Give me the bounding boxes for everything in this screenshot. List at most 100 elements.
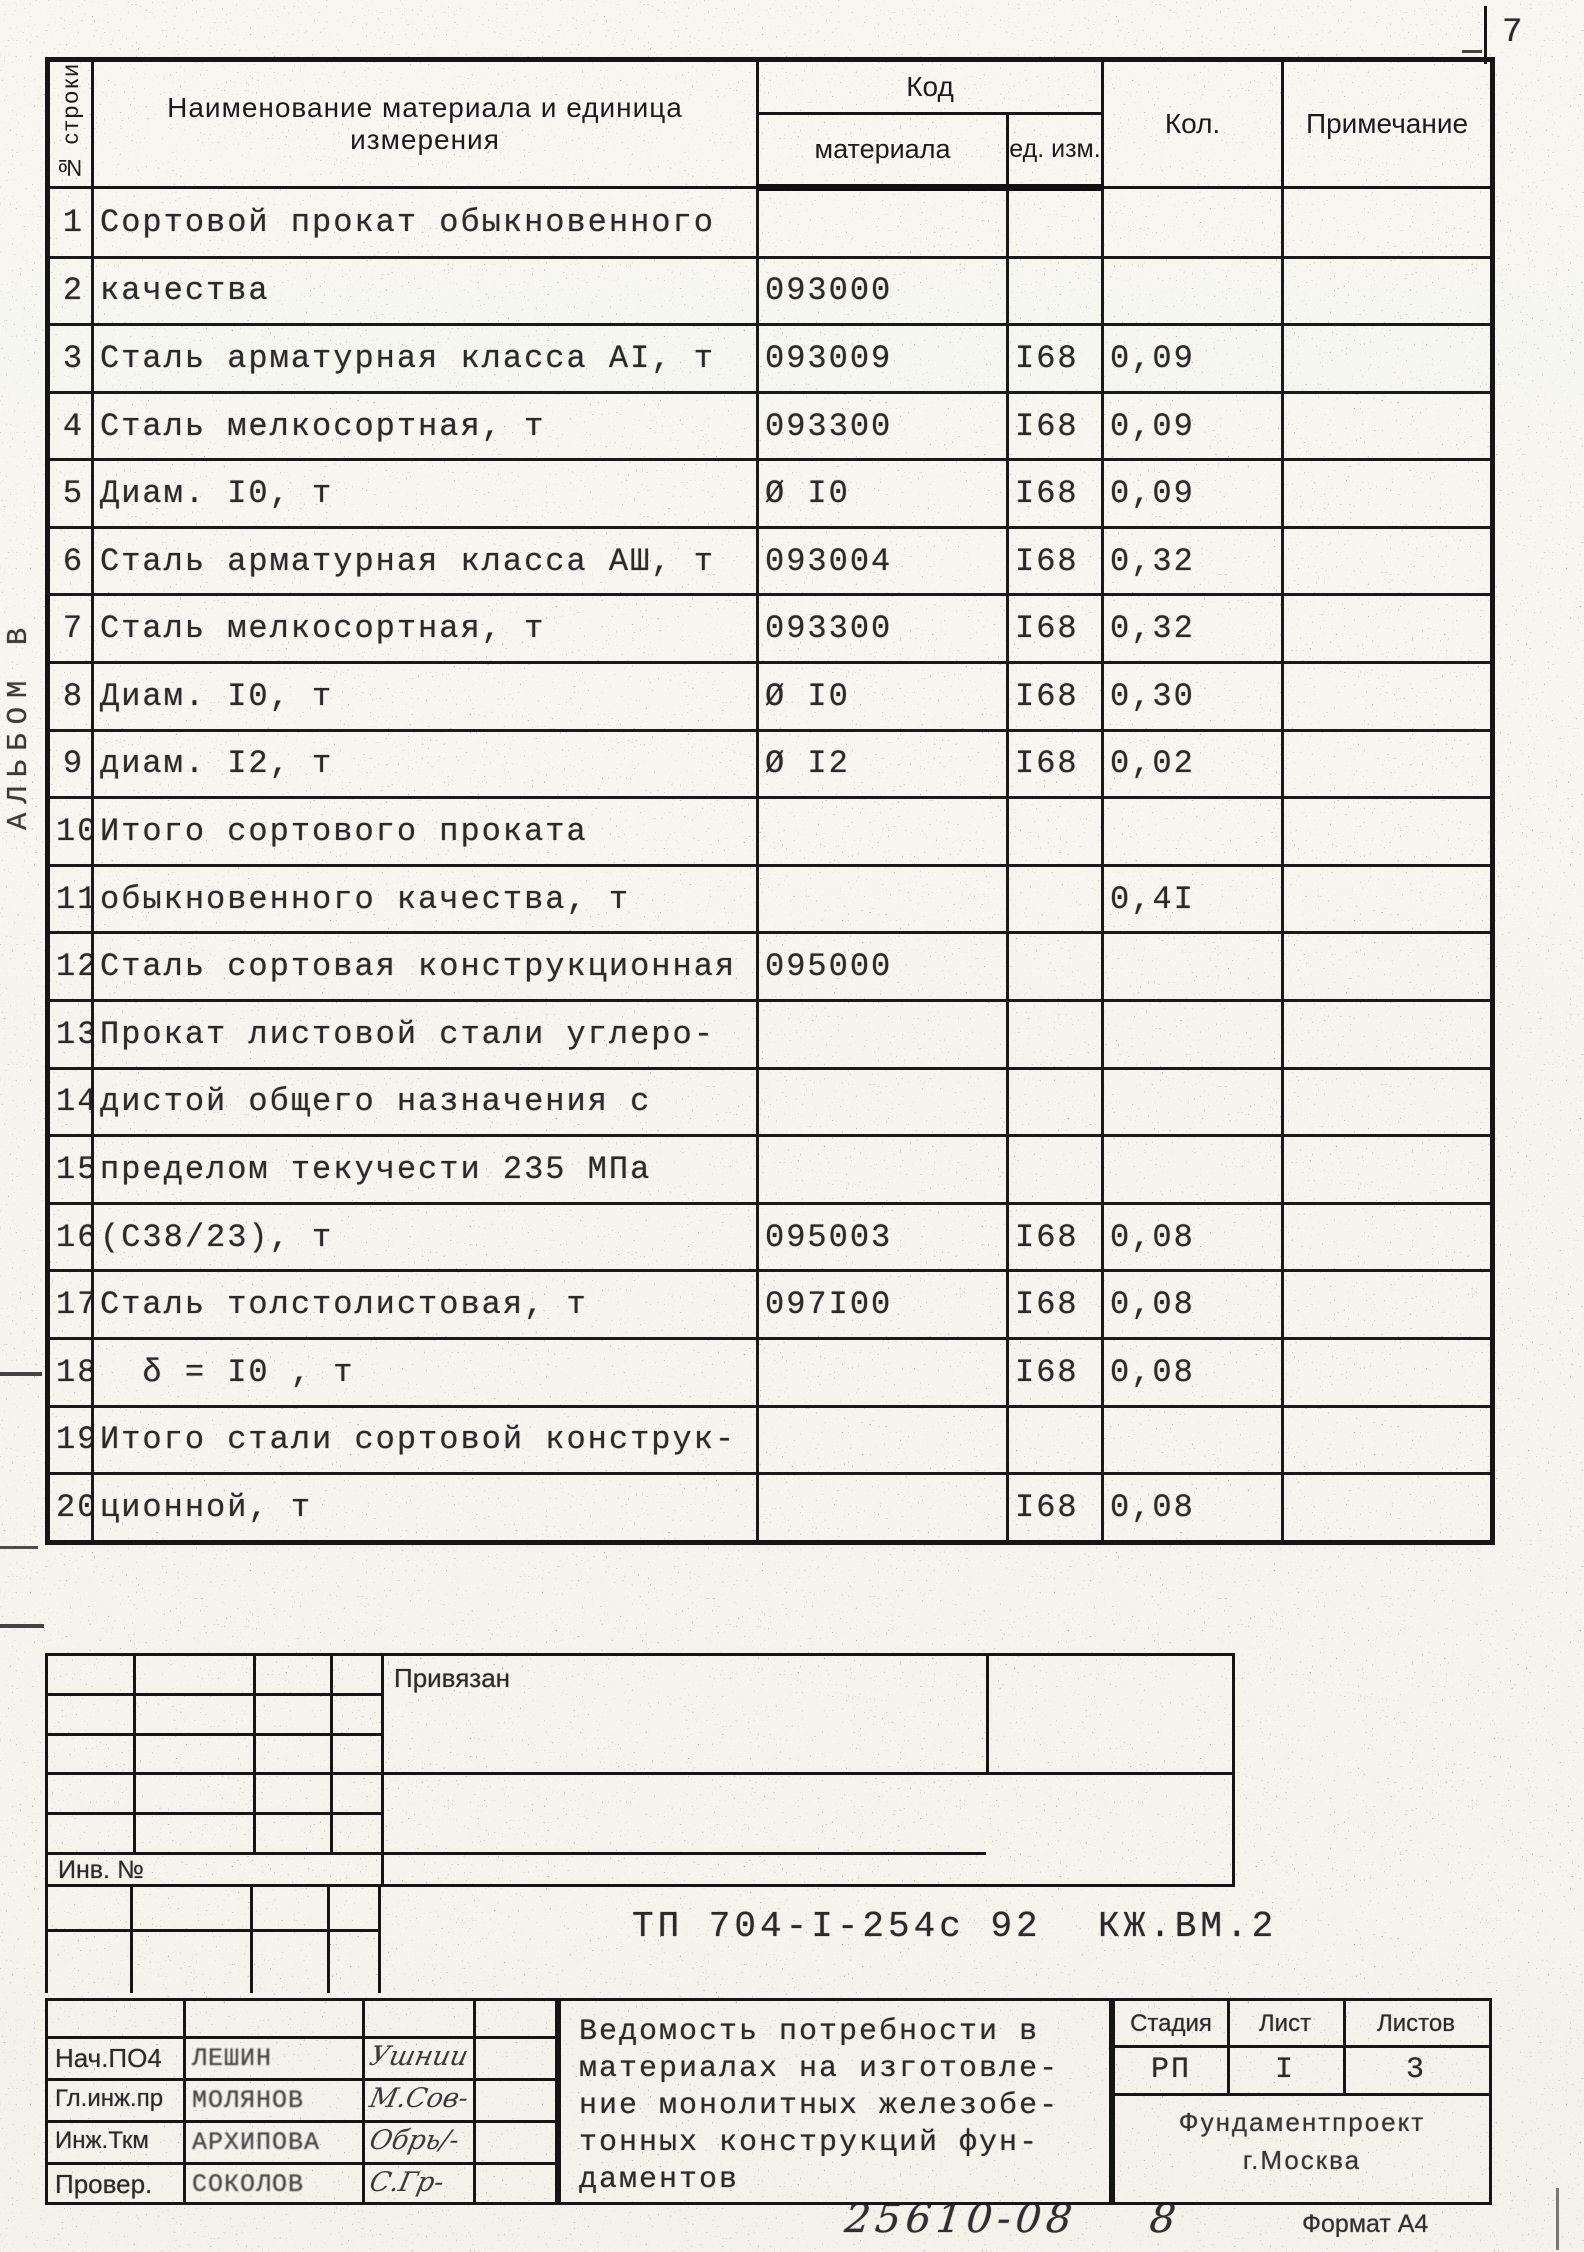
qty-cell: 0,08 bbox=[1101, 1201, 1285, 1273]
qty-cell: 0,30 bbox=[1101, 661, 1285, 732]
fold-mark bbox=[0, 1546, 38, 1549]
note-cell bbox=[1281, 931, 1495, 1003]
material-name-cell: Сортовой прокат обыкновенного bbox=[91, 185, 759, 259]
corner-frame-tick bbox=[1462, 50, 1482, 53]
note-cell bbox=[1281, 1337, 1495, 1408]
table-row: 14дистой общего назначения с bbox=[46, 1066, 1495, 1138]
material-name-cell: Диам. I0, т bbox=[91, 661, 759, 732]
qty-cell bbox=[1101, 1404, 1285, 1476]
signer-role: Провер. bbox=[55, 2169, 153, 2199]
material-code-cell bbox=[756, 1472, 1009, 1544]
grid-line bbox=[986, 1656, 989, 1772]
row-no-cell: 3 bbox=[46, 323, 94, 394]
grid-line bbox=[130, 1887, 133, 1993]
unit-code-cell bbox=[1005, 999, 1105, 1070]
sheet-value: I bbox=[1274, 2053, 1295, 2087]
table-row: 2 качества 093000 bbox=[46, 255, 1495, 327]
material-name-cell: Итого стали сортовой конструк- bbox=[91, 1404, 759, 1476]
material-name-cell: δ = I0 , т bbox=[91, 1337, 759, 1408]
material-code-cell bbox=[756, 1404, 1009, 1476]
stamp-grid-lower bbox=[45, 1887, 383, 1993]
stage-label: Стадия bbox=[1130, 2010, 1212, 2037]
material-code-cell bbox=[756, 796, 1009, 867]
album-side-label: АЛЬБОМ В bbox=[2, 618, 35, 830]
materials-table: № строки Наименование материала и единиц… bbox=[45, 57, 1496, 1545]
qty-cell: 0,08 bbox=[1101, 1472, 1285, 1544]
material-code-cell: 095000 bbox=[756, 931, 1009, 1003]
material-name-cell: Сталь арматурная класса АI, т bbox=[91, 323, 759, 394]
note-cell bbox=[1281, 863, 1495, 935]
qty-cell bbox=[1101, 185, 1285, 259]
material-name-cell: Сталь арматурная класса АШ, т bbox=[91, 525, 759, 597]
unit-code-cell: I68 bbox=[1005, 593, 1105, 665]
grid-line bbox=[45, 1929, 381, 1932]
material-name-cell: Сталь мелкосортная, т bbox=[91, 390, 759, 462]
table-row: 7 Сталь мелкосортная, т 093300 I68 0,32 bbox=[46, 593, 1495, 665]
unit-code-cell bbox=[1005, 1404, 1105, 1476]
row-no-cell: 20 bbox=[46, 1472, 94, 1544]
signer-name: МОЛЯНОВ bbox=[192, 2086, 305, 2115]
grid-line bbox=[183, 2001, 186, 2202]
grid-line bbox=[133, 1656, 136, 1852]
signer-role: Гл.инж.пр bbox=[55, 2085, 164, 2112]
unit-code-cell bbox=[1005, 931, 1105, 1003]
material-code-cell bbox=[756, 1134, 1009, 1205]
sheets-label: Листов bbox=[1377, 2010, 1455, 2037]
table-row: 13Прокат листовой стали углеро- bbox=[46, 999, 1495, 1070]
signer-name: СОКОЛОВ bbox=[192, 2170, 305, 2199]
material-code-cell bbox=[756, 1337, 1009, 1408]
grid-line bbox=[48, 1852, 986, 1855]
titleblock-signers: Нач.ПО4 Гл.инж.пр Инж.Ткм Провер. ЛЕШИН … bbox=[45, 1998, 558, 2205]
sheet-label: Лист bbox=[1258, 2010, 1312, 2037]
doc-title-line: Ведомость потребности в bbox=[579, 2015, 1040, 2049]
signature: Ушнии bbox=[366, 2041, 471, 2072]
table-row: 11обыкновенного качества, т 0,4I bbox=[46, 863, 1495, 935]
footer-doc-number: 25610-08 bbox=[842, 2196, 1080, 2242]
qty-cell bbox=[1101, 1134, 1285, 1205]
unit-code-cell bbox=[1005, 796, 1105, 867]
grid-line bbox=[1115, 2093, 1489, 2096]
unit-code-cell: I68 bbox=[1005, 1472, 1105, 1544]
material-code-cell: 095003 bbox=[756, 1201, 1009, 1273]
grid-line bbox=[48, 2162, 555, 2165]
sheets-value: 3 bbox=[1405, 2053, 1426, 2087]
qty-cell bbox=[1101, 931, 1285, 1003]
note-cell bbox=[1281, 323, 1495, 394]
table-row: 4 Сталь мелкосортная, т 093300 I68 0,09 bbox=[46, 390, 1495, 462]
table-row: 3 Сталь арматурная класса АI, т 093009 I68 0… bbox=[46, 323, 1495, 394]
qty-cell: 0,32 bbox=[1101, 525, 1285, 597]
unit-code-cell: I68 bbox=[1005, 1337, 1105, 1408]
material-name-cell: диам. I2, т bbox=[91, 728, 759, 800]
material-code-cell: Ø I0 bbox=[756, 661, 1009, 732]
material-name-cell: ционной, т bbox=[91, 1472, 759, 1544]
format-label: Формат А4 bbox=[1302, 2210, 1429, 2238]
material-name-cell: Сталь сортовая конструкционная bbox=[91, 931, 759, 1003]
table-row: 10Итого сортового проката bbox=[46, 796, 1495, 867]
grid-line bbox=[45, 1887, 48, 1993]
header-code-group: Код bbox=[755, 58, 1105, 115]
row-no-cell: 10 bbox=[46, 796, 94, 867]
header-row-no: № строки bbox=[46, 58, 94, 189]
signature: С.Гр- bbox=[366, 2167, 447, 2198]
row-no-cell: 4 bbox=[46, 390, 94, 462]
signer-role: Инж.Ткм bbox=[55, 2127, 149, 2154]
material-code-cell bbox=[756, 863, 1009, 935]
grid-line bbox=[330, 1656, 333, 1852]
note-cell bbox=[1281, 661, 1495, 732]
header-code-material: материала bbox=[756, 112, 1009, 191]
note-cell bbox=[1281, 728, 1495, 800]
material-code-cell: 093300 bbox=[756, 390, 1009, 462]
grid-line bbox=[48, 1733, 381, 1736]
unit-code-cell: I68 bbox=[1005, 390, 1105, 462]
material-name-cell: (С38/23), т bbox=[91, 1201, 759, 1273]
unit-code-cell: I68 bbox=[1005, 1269, 1105, 1341]
header-qty: Кол. bbox=[1101, 58, 1285, 189]
header-code-unit: ед. изм. bbox=[1005, 112, 1105, 191]
grid-line bbox=[48, 1693, 381, 1696]
qty-cell bbox=[1101, 1066, 1285, 1138]
row-no-cell: 12 bbox=[46, 931, 94, 1003]
table-row: 15пределом текучести 235 МПа bbox=[46, 1134, 1495, 1205]
